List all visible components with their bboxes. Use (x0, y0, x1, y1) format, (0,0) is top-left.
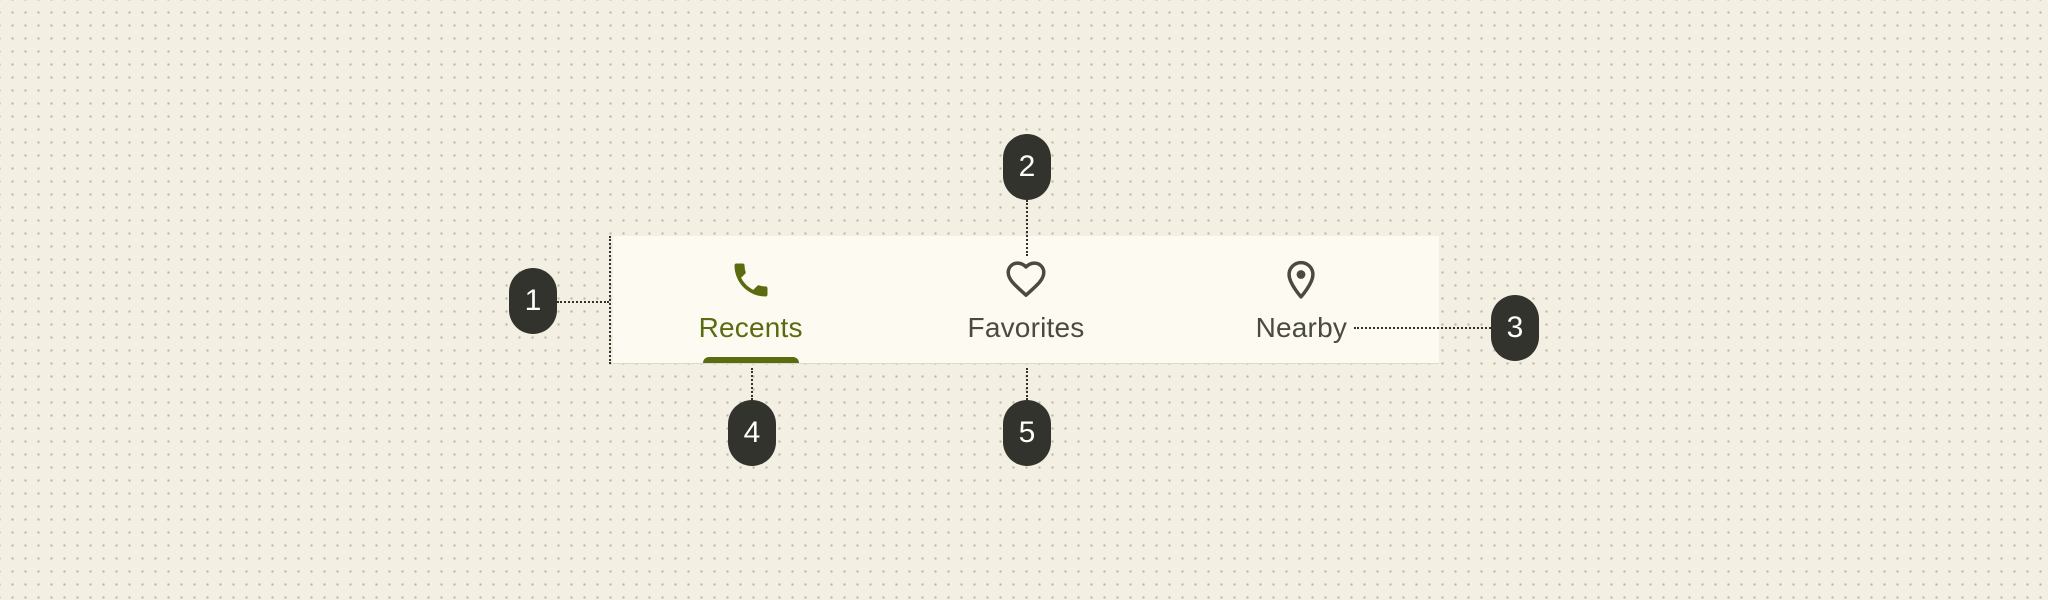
tab-nearby[interactable]: Nearby (1164, 236, 1439, 363)
callout-1-bracket (609, 236, 611, 364)
tab-label-favorites: Favorites (967, 312, 1085, 343)
active-indicator (702, 357, 799, 363)
callout-5-marker: 5 (1003, 400, 1051, 466)
callout-2-marker: 2 (1003, 134, 1051, 200)
callout-3-leader (1354, 327, 1491, 329)
callout-1-marker: 1 (509, 268, 557, 334)
callout-3-marker: 3 (1491, 295, 1539, 361)
heart-icon (1004, 258, 1048, 302)
callout-1-leader (557, 301, 609, 303)
tab-bar: Recents Favorites Nearby (613, 236, 1439, 364)
callout-5-leader (1026, 368, 1028, 400)
callout-4-marker: 4 (728, 400, 776, 466)
location-pin-icon (1279, 258, 1323, 302)
tab-recents[interactable]: Recents (613, 236, 888, 363)
tab-label-nearby: Nearby (1255, 312, 1348, 343)
callout-4-leader (751, 368, 753, 400)
phone-icon (729, 258, 773, 302)
tab-label-recents: Recents (698, 312, 803, 343)
tab-favorites[interactable]: Favorites (888, 236, 1163, 363)
callout-2-leader (1026, 200, 1028, 256)
